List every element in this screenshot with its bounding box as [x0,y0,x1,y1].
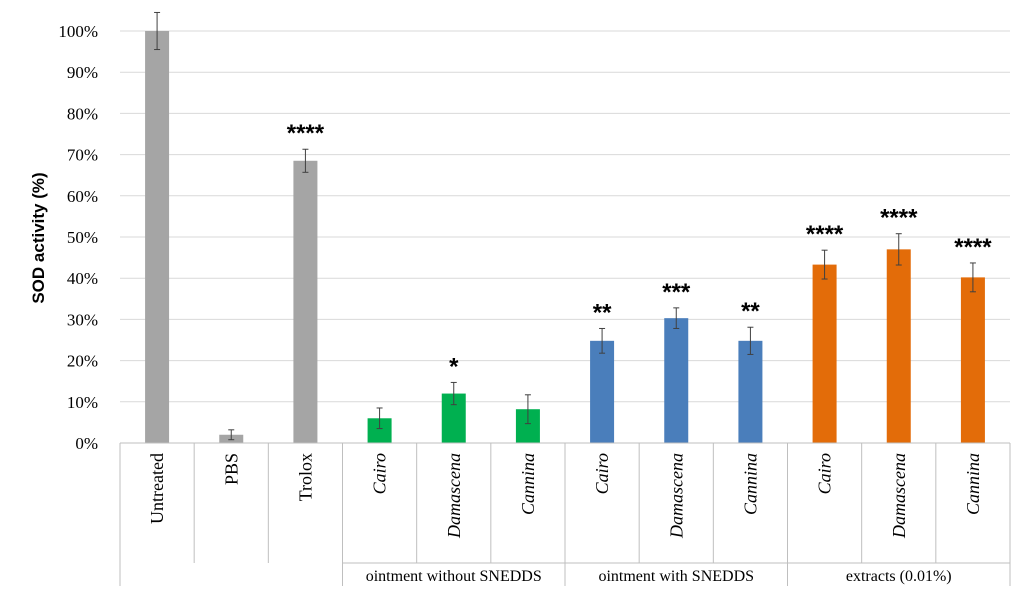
y-tick-label: 70% [67,146,98,165]
error-bar [747,326,754,355]
significance-marker: ** [741,298,760,325]
y-tick-label: 50% [67,228,98,247]
category-label: PBS [221,453,241,485]
error-bars [154,11,976,441]
significance-marker: ** [593,299,612,326]
category-label: Damascena [889,453,909,539]
category-labels: Untreated PBS Trolox Cairo Damascena Cannina C… [147,453,983,539]
y-tick-label: 80% [67,104,98,123]
bar [960,277,985,443]
significance-marker: * [449,353,459,380]
bar [145,31,170,443]
y-tick-label: 100% [58,22,98,41]
error-bar [599,327,606,354]
error-bar [302,148,309,173]
error-bar [895,233,902,266]
category-label: Cairo [370,453,390,494]
bar [738,340,763,443]
group-labels: ointment without SNEDDS ointment with SNE… [366,568,952,585]
x-axis-table [119,442,1011,586]
category-label: Cannina [518,453,538,515]
category-label: Untreated [147,453,167,524]
significance-marker: *** [662,279,691,306]
error-bar [821,249,828,280]
gridlines [120,30,1010,444]
y-tick-label: 20% [67,352,98,371]
y-tick-labels: 0% 10% 20% 30% 40% 50% 60% 70% 80% 90% 100% [58,22,98,453]
category-label: Damascena [444,453,464,539]
error-bar [376,407,383,430]
y-tick-label: 40% [67,269,98,288]
group-label: ointment without SNEDDS [366,568,542,585]
y-tick-label: 0% [75,434,98,453]
category-label: Trolox [295,453,315,501]
group-label: extracts (0.01%) [846,568,952,585]
y-tick-label: 30% [67,310,98,329]
y-tick-label: 10% [67,393,98,412]
bar [590,340,615,443]
error-bar [524,394,531,425]
y-tick-label: 90% [67,63,98,82]
significance-markers: ************************ [287,120,993,380]
category-label: Cannina [963,453,983,515]
error-bar [969,262,976,293]
y-tick-label: 60% [67,187,98,206]
error-bar [673,307,680,329]
bars [145,31,985,443]
significance-marker: **** [806,221,844,248]
error-bar [450,381,457,406]
category-label: Cairo [592,453,612,494]
category-label: Cairo [815,453,835,494]
error-bar [228,429,235,441]
bar [886,249,911,443]
significance-marker: **** [880,205,918,232]
error-bar [154,11,161,51]
bar [812,264,837,443]
category-label: Cannina [740,453,760,515]
y-axis-label: SOD activity (%) [29,172,48,303]
group-label: ointment with SNEDDS [598,568,754,585]
category-label: Damascena [666,453,686,539]
bar [664,318,689,443]
bar [293,160,318,443]
significance-marker: **** [954,234,992,261]
significance-marker: **** [287,120,325,147]
